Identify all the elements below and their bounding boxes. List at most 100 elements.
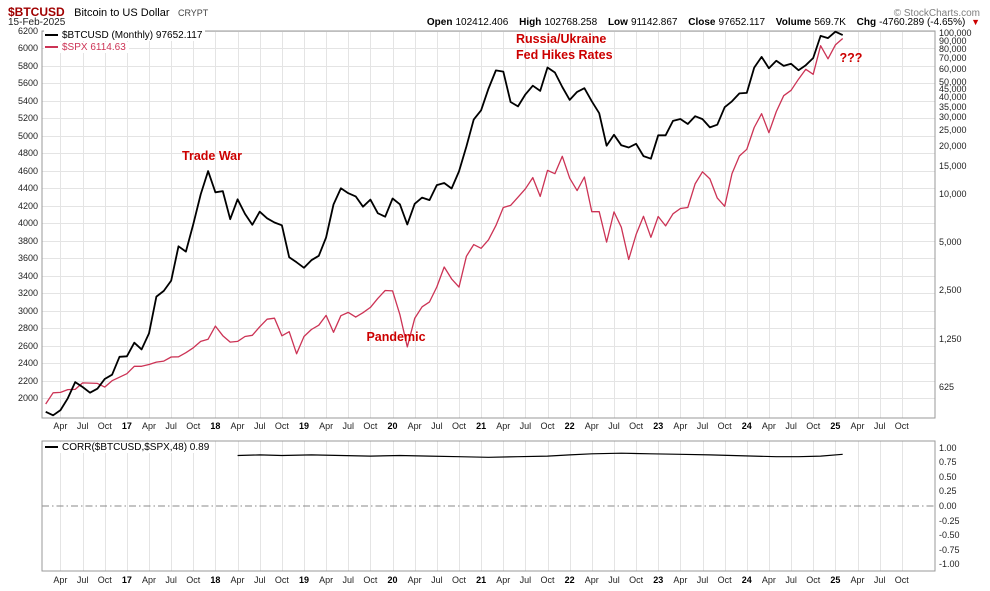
x-axis-tick-label: Jul [342, 421, 355, 431]
left-axis-tick-label: 5400 [17, 95, 38, 106]
high-label: High [519, 17, 542, 28]
left-axis-tick-label: 2000 [17, 393, 38, 404]
x-axis-tick-label: Oct [629, 421, 644, 431]
correlation-axis-tick-label: 0.00 [939, 501, 957, 511]
main-plot-border [41, 30, 936, 419]
open-label: Open [426, 17, 453, 28]
correlation-plot-border [41, 440, 936, 572]
symbol-name: Bitcoin to US Dollar [74, 7, 170, 19]
right-axis-tick-label: 100,000 [939, 28, 972, 39]
x-axis-tick-label-bottom: Apr [319, 575, 334, 585]
legend-correlation: CORR($BTCUSD,$SPX,48) 0.89 [44, 442, 213, 453]
symbol-ticker: $BTCUSD [8, 5, 65, 19]
copyright-text: © StockCharts.com [893, 8, 980, 19]
x-axis-tick-label-bottom: Apr [53, 575, 68, 585]
left-axis-tick-label: 5000 [17, 130, 38, 141]
right-axis-tick-label: 70,000 [939, 53, 967, 64]
quote-header: 15-Feb-2025 Open 102412.406 High 102768.25… [8, 17, 980, 28]
x-axis-tick-label: Jul [431, 421, 443, 431]
x-axis-tick-label: Oct [540, 421, 555, 431]
x-axis-tick-label: 25 [830, 421, 841, 431]
x-axis-tick-label: 21 [476, 421, 487, 431]
correlation-axis-tick-label: 0.25 [939, 486, 957, 497]
spx-series-line [45, 38, 844, 405]
legend-btcusd: $BTCUSD (Monthly) 97652.117 [44, 30, 206, 41]
x-axis-tick-label-bottom: Oct [894, 575, 909, 585]
x-axis-tick-label-bottom: Oct [274, 575, 289, 585]
x-axis-tick-label-bottom: Apr [673, 575, 688, 585]
left-axis-tick-label: 2600 [17, 340, 38, 351]
x-axis-tick-label: Oct [451, 421, 466, 431]
x-axis-tick-label: Oct [274, 421, 289, 431]
left-axis-tick-label: 3400 [17, 270, 38, 281]
x-axis-tick-label: 18 [210, 421, 221, 431]
x-axis-tick-label: 20 [387, 421, 398, 431]
left-axis-tick-label: 6000 [17, 43, 38, 54]
x-axis-tick-label: Apr [230, 421, 245, 431]
chg-label: Chg [856, 17, 877, 28]
chart-title: $BTCUSD Bitcoin to US Dollar CRYPT [8, 3, 208, 21]
chg-value: -4760.289 (-4.65%) [879, 17, 966, 28]
chart-header: $BTCUSD Bitcoin to US Dollar CRYPT © Sto… [8, 3, 980, 21]
x-axis-tick-label: Oct [806, 421, 821, 431]
right-axis-tick-label: 45,000 [939, 84, 967, 95]
right-axis-tick-label: 10,000 [939, 188, 967, 199]
x-axis-tick-label: Oct [186, 421, 201, 431]
left-axis-tick-label: 4800 [17, 148, 38, 159]
x-axis-tick-label-bottom: Oct [97, 575, 112, 585]
x-axis-tick-label-bottom: Jul [696, 575, 709, 585]
x-axis-tick-label-bottom: Apr [230, 575, 245, 585]
x-axis-tick-label: Apr [407, 421, 422, 431]
x-axis-tick-label: Apr [53, 421, 68, 431]
open-value: 102412.406 [455, 17, 509, 28]
x-axis-tick-label-bottom: 17 [121, 575, 132, 585]
x-axis-tick-label: Oct [363, 421, 378, 431]
right-axis-tick-label: 5,000 [939, 237, 962, 248]
right-axis-tick-label: 625 [939, 381, 955, 392]
x-axis-tick-label-bottom: Jul [76, 575, 89, 585]
x-axis-tick-label: Apr [584, 421, 599, 431]
left-axis-tick-label: 5600 [17, 78, 38, 89]
x-axis-tick-label-bottom: Apr [407, 575, 422, 585]
x-axis-tick-label-bottom: Oct [451, 575, 466, 585]
right-axis-tick-label: 60,000 [939, 63, 967, 74]
correlation-axis-tick-label: 0.50 [939, 471, 957, 482]
right-axis-tick-label: 1,250 [939, 333, 962, 344]
x-axis-tick-label: 23 [653, 421, 664, 431]
right-axis-tick-label: 15,000 [939, 160, 967, 171]
correlation-legend-label: CORR($BTCUSD,$SPX,48) 0.89 [62, 442, 210, 453]
x-axis-tick-label: Jul [785, 421, 797, 431]
low-label: Low [607, 17, 628, 28]
chart-annotation: ??? [839, 51, 863, 65]
x-axis-tick-label: Apr [673, 421, 688, 431]
left-axis-tick-label: 4000 [17, 218, 38, 229]
close-label: Close [688, 17, 716, 28]
x-axis-tick-label: Jul [165, 421, 177, 431]
x-axis-tick-label: Oct [717, 421, 732, 431]
x-axis-tick-label: Apr [141, 421, 156, 431]
x-axis-tick-label-bottom: Apr [141, 575, 156, 585]
right-axis-tick-label: 20,000 [939, 140, 967, 151]
left-axis-tick-label: 3800 [17, 235, 38, 246]
x-axis-tick-label-bottom: 19 [298, 575, 309, 585]
x-axis-tick-label-bottom: Apr [761, 575, 776, 585]
left-axis-tick-label: 2400 [17, 358, 38, 369]
x-axis-tick-label: 17 [121, 421, 132, 431]
x-axis-tick-label-bottom: Jul [608, 575, 620, 585]
x-axis-tick-label-bottom: Oct [717, 575, 732, 585]
x-axis-tick-label-bottom: Jul [873, 575, 886, 585]
left-axis-tick-label: 4600 [17, 165, 38, 176]
left-axis-tick-label: 2800 [17, 323, 38, 334]
x-axis-tick-label: 22 [564, 421, 575, 431]
x-axis-tick-label: Oct [894, 421, 909, 431]
btcusd-legend-label: $BTCUSD (Monthly) 97652.117 [62, 30, 203, 41]
right-axis-tick-label: 40,000 [939, 92, 967, 103]
x-axis-tick-label-bottom: Jul [785, 575, 797, 585]
x-axis-tick-label: Jul [253, 421, 266, 431]
correlation-axis-tick-label: -0.25 [939, 515, 960, 526]
x-axis-tick-label: Apr [496, 421, 511, 431]
x-axis-tick-label-bottom: Jul [431, 575, 443, 585]
chart-annotation: Trade War [182, 149, 242, 163]
x-axis-tick-label-bottom: 21 [476, 575, 487, 585]
spx-legend-label: $SPX 6114.63 [62, 42, 126, 53]
